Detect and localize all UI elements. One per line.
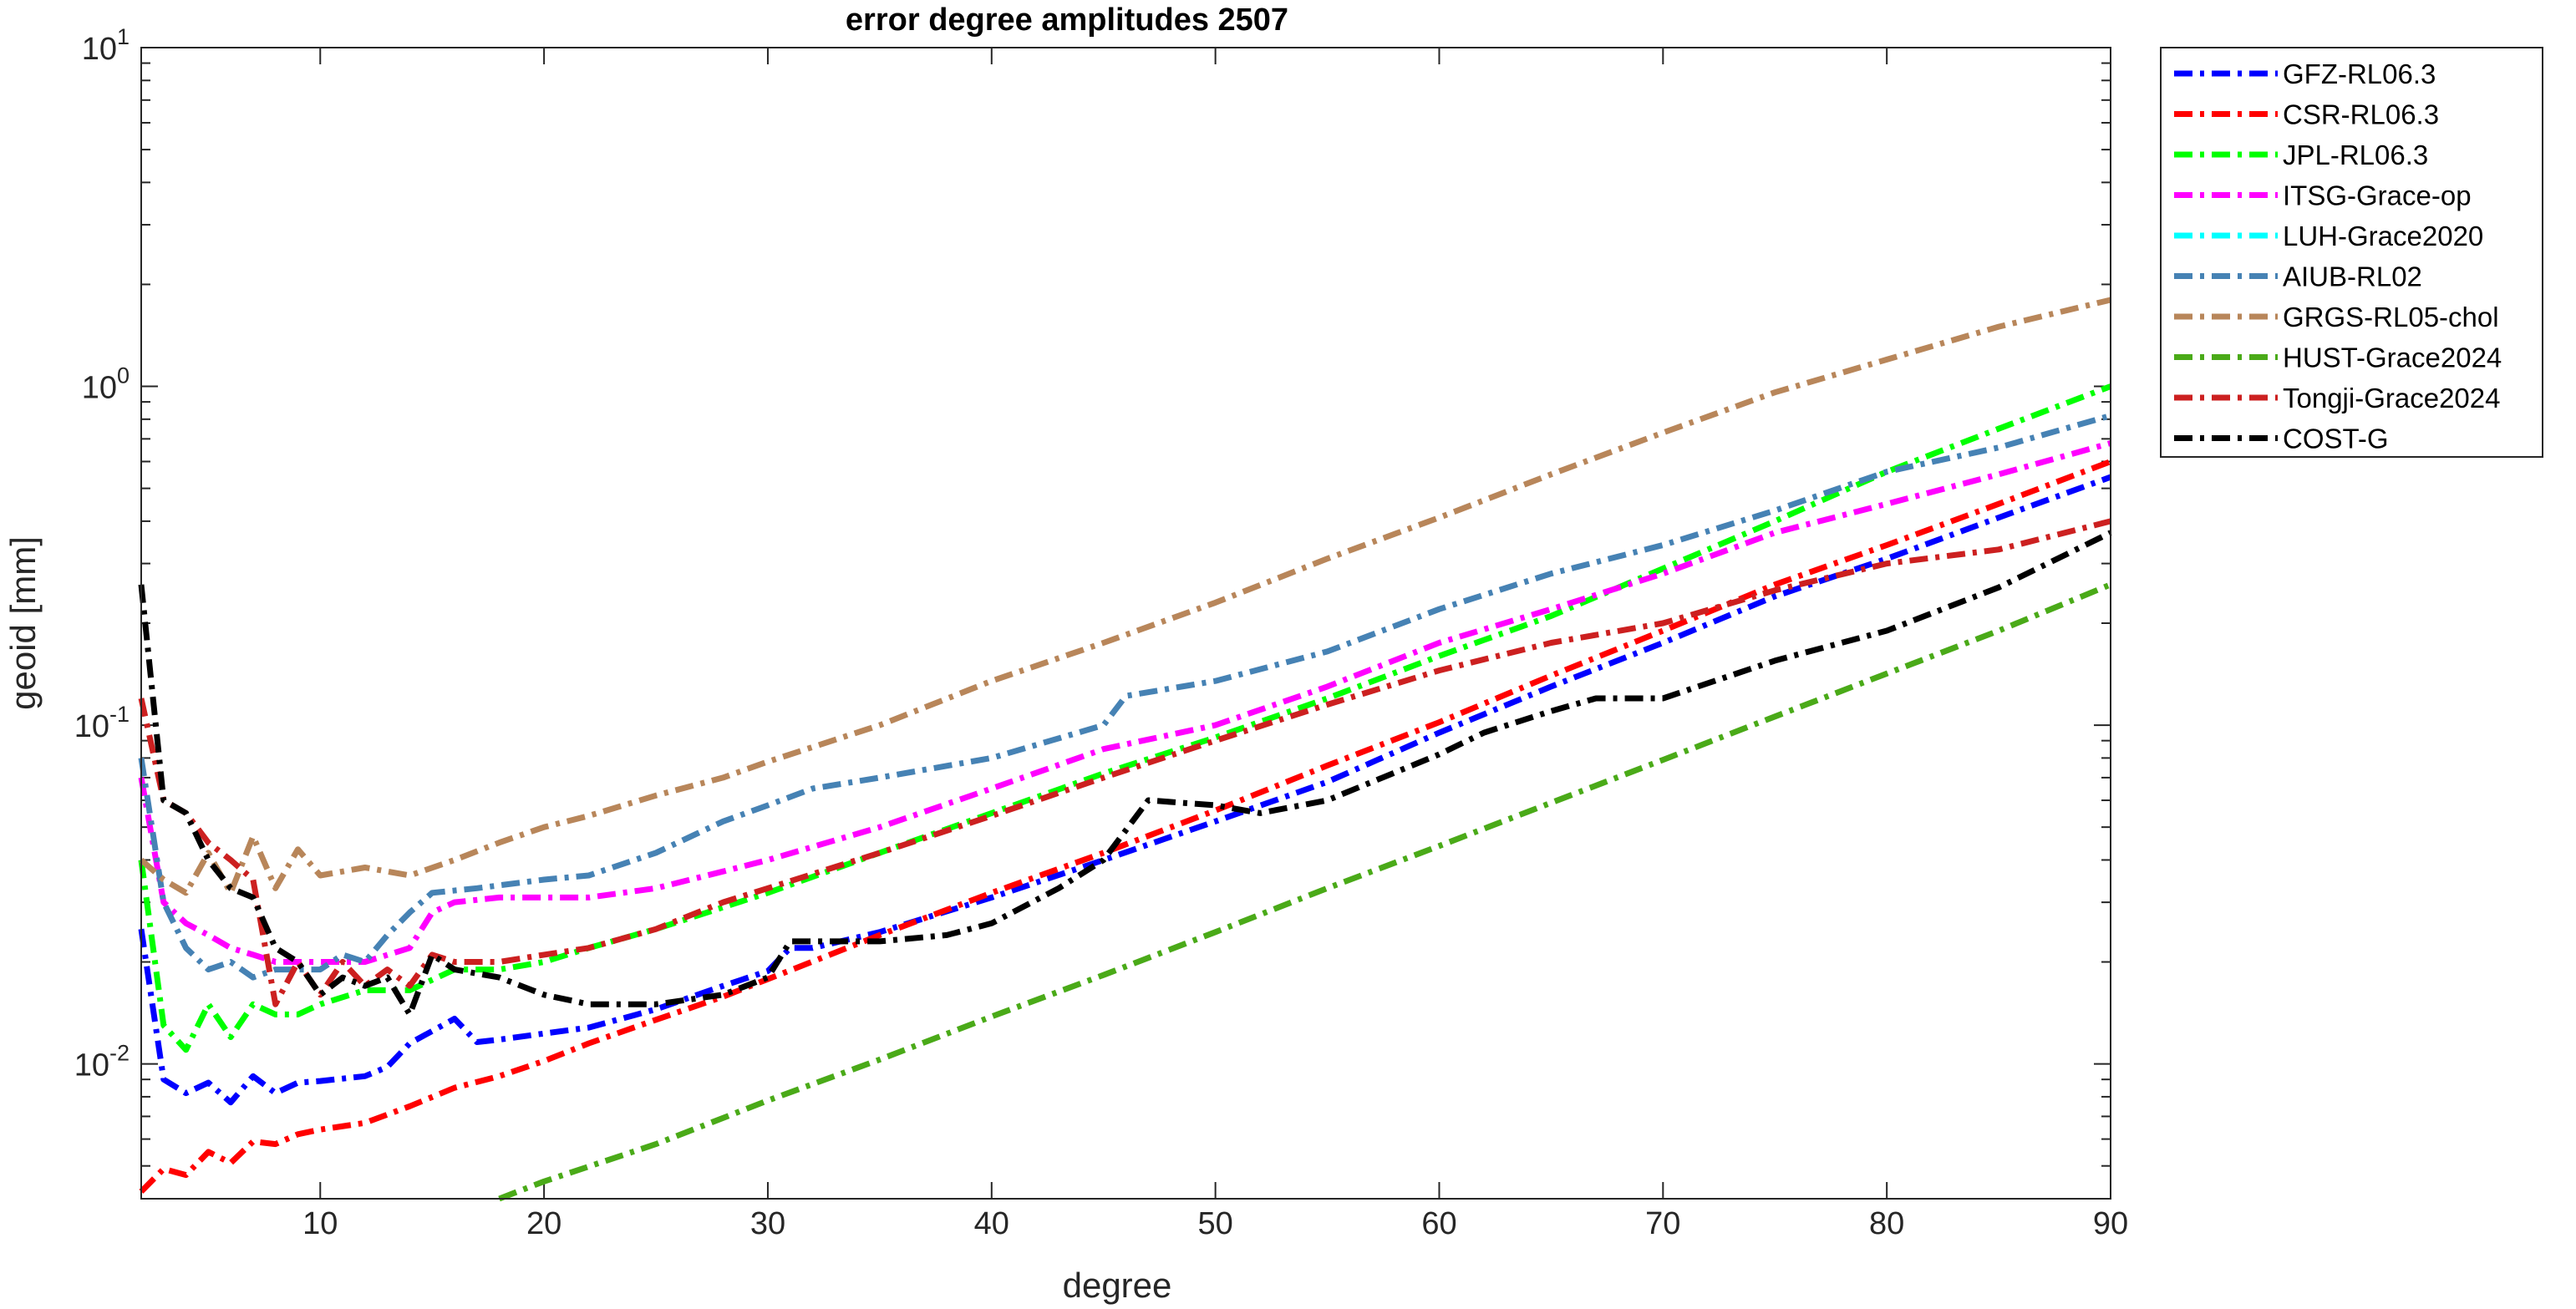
legend-label: HUST-Grace2024 [2283, 342, 2502, 373]
legend-label: LUH-Grace2020 [2283, 221, 2483, 251]
tick-labels: 10 20 30 40 50 60 70 80 90 101 100 10-1 10-2 [74, 24, 2128, 1241]
chart-title: error degree amplitudes 2507 [846, 3, 1288, 38]
series-line-cost-g [138, 530, 2112, 1017]
series-line-csr-rl06-3 [139, 459, 2112, 1194]
y-tick-label: 10-1 [74, 702, 130, 744]
legend-label: CSR-RL06.3 [2283, 99, 2439, 130]
y-axis-label: geoid [mm] [3, 536, 43, 710]
y-tick-label: 10-2 [74, 1041, 130, 1083]
y-tick-label: 100 [82, 363, 130, 406]
legend-label: COST-G [2283, 424, 2389, 454]
legend-label: GRGS-RL05-chol [2283, 302, 2499, 332]
legend-label: ITSG-Grace-op [2283, 180, 2472, 211]
x-tick-label: 50 [1197, 1206, 1232, 1241]
legend-label: JPL-RL06.3 [2283, 140, 2428, 170]
y-tick-label: 101 [82, 24, 130, 67]
series-line-grgs-rl05-chol [139, 297, 2111, 896]
x-tick-label: 70 [1645, 1206, 1680, 1241]
x-tick-label: 60 [1421, 1206, 1456, 1241]
x-tick-label: 80 [1869, 1206, 1904, 1241]
legend-label: Tongji-Grace2024 [2283, 383, 2501, 414]
series-line-itsg-grace-op [138, 440, 2111, 965]
x-tick-label: 90 [2093, 1206, 2128, 1241]
series-lines [138, 297, 2112, 1202]
legend-label: AIUB-RL02 [2283, 261, 2422, 292]
x-tick-label: 20 [526, 1206, 561, 1241]
series-line-aiub-rl02 [138, 413, 2111, 981]
series-line-hust-grace2024 [498, 581, 2112, 1202]
x-axis-label: degree [1063, 1266, 1172, 1305]
x-tick-label: 30 [750, 1206, 785, 1241]
plot-border [140, 47, 2111, 1200]
x-tick-label: 10 [302, 1206, 338, 1241]
legend-label: GFZ-RL06.3 [2283, 58, 2436, 89]
plot-area [141, 48, 2111, 1199]
legend: GFZ-RL06.3 CSR-RL06.3 JPL-RL06.3 ITSG-Grace… [2160, 47, 2543, 458]
x-tick-label: 40 [974, 1206, 1009, 1241]
series-line-gfz-rl06-3 [138, 474, 2112, 1106]
